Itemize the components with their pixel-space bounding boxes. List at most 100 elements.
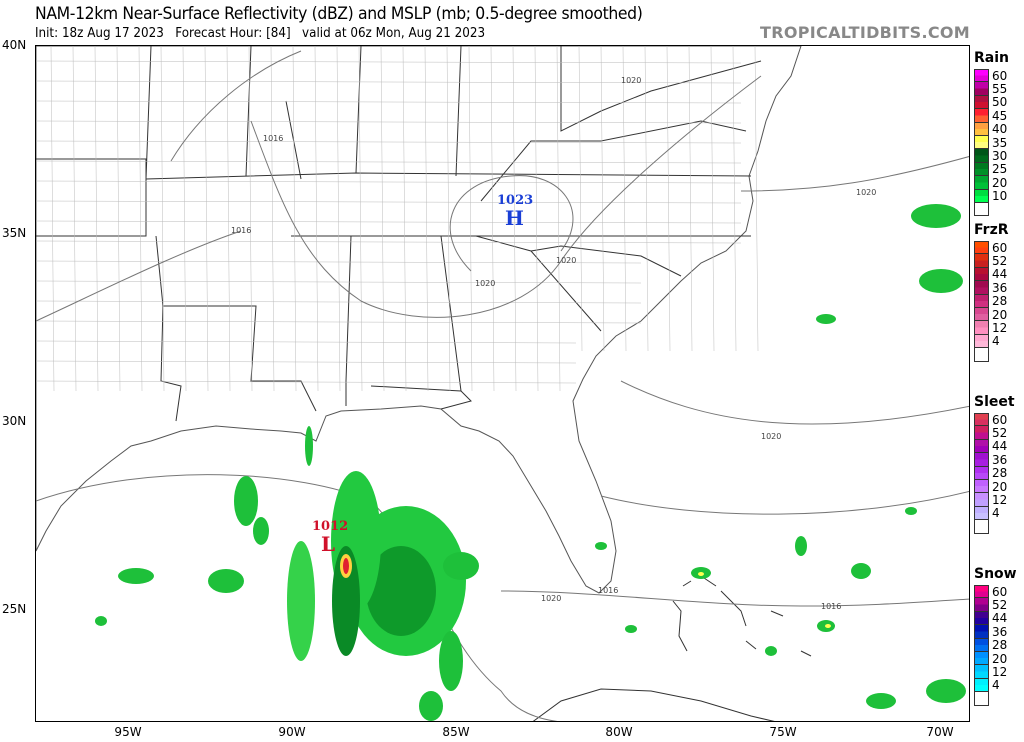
legend-swatch: [974, 95, 989, 110]
high-pressure-marker: H: [505, 206, 524, 230]
legend-row: 60: [972, 241, 1024, 255]
legend-row: 60: [972, 412, 1024, 427]
legend-swatch: [974, 678, 989, 693]
legend-row: 30: [972, 149, 1024, 163]
legend-label: 44: [992, 439, 1008, 454]
isobar-label: 1020: [541, 594, 561, 603]
legend-swatch: [974, 453, 989, 467]
legend-swatch: [974, 611, 989, 626]
legend-swatch: [974, 692, 989, 706]
legend-swatch: [974, 82, 989, 96]
legend-label: 20: [992, 479, 1008, 494]
legend-label: 10: [992, 189, 1008, 204]
map-canvas: 1020 1016 1016 1020 1020 1020 1020 1020 …: [36, 46, 969, 721]
legend-swatch: [974, 585, 989, 599]
legend-row: 28: [972, 466, 1024, 481]
legend-label: 12: [992, 493, 1008, 508]
legend-row: [972, 202, 1024, 217]
lon-label-80w: 80W: [605, 725, 633, 739]
legend-frzr: FrzR 60 52 44 36 28 20 12 4: [972, 222, 1024, 362]
legend-swatch: [974, 189, 989, 203]
legend-row: [972, 348, 1024, 362]
legend-row: 4: [972, 334, 1024, 348]
map-title: NAM-12km Near-Surface Reflectivity (dBZ)…: [35, 4, 643, 24]
watermark: TROPICALTIDBITS.COM: [760, 23, 970, 42]
legend-label: 52: [992, 598, 1008, 613]
isobar-label: 1016: [231, 226, 251, 235]
legend-swatch: [974, 651, 989, 666]
legend-label: 28: [992, 294, 1008, 309]
legend-label: 36: [992, 624, 1008, 639]
legend-row: 52: [972, 254, 1024, 268]
legend-swatch: [974, 439, 989, 454]
state-borders: [36, 46, 762, 422]
legend-swatch: [974, 307, 989, 322]
legend-label: 55: [992, 82, 1008, 97]
legend-label: 4: [992, 678, 1000, 693]
legend-row: 52: [972, 426, 1024, 441]
lat-label-25n: 25N: [2, 602, 27, 616]
legend-swatch: [974, 267, 989, 282]
isobar-label: 1020: [761, 432, 781, 441]
legend-label: 12: [992, 321, 1008, 336]
legend-swatch: [974, 149, 989, 163]
legend-label: 45: [992, 108, 1008, 123]
legend-rain: Rain 60 55 50 45 40 35 30 25 20 10: [972, 50, 1024, 217]
legend-label: 52: [992, 426, 1008, 441]
legend-snow: Snow 60 52 44 36 28 20 12 4: [972, 566, 1024, 706]
isobar-label: 1016: [263, 134, 283, 143]
legend-title: FrzR: [974, 222, 1009, 238]
legend-label: 28: [992, 466, 1008, 481]
legend-label: 35: [992, 135, 1008, 150]
legend-swatch: [974, 665, 989, 679]
legend-row: 10: [972, 189, 1024, 204]
legend-row: 4: [972, 678, 1024, 693]
legend-title: Snow: [974, 566, 1017, 582]
legend-swatch: [974, 426, 989, 440]
legend-row: 36: [972, 452, 1024, 467]
legend-row: 20: [972, 479, 1024, 494]
legend-swatch: [974, 254, 989, 268]
legend-row: 20: [972, 651, 1024, 666]
legend-label: 50: [992, 95, 1008, 110]
lon-label-95w: 95W: [114, 725, 142, 739]
legend-swatch: [974, 413, 989, 427]
lon-label-90w: 90W: [278, 725, 306, 739]
reflectivity-echoes: [95, 204, 966, 721]
lat-label-35n: 35N: [2, 226, 27, 240]
low-pressure-value: 1012: [312, 519, 349, 534]
legend-swatch: [974, 598, 989, 612]
legend-swatch: [974, 625, 989, 639]
legend-swatch: [974, 321, 989, 335]
legend-label: 28: [992, 638, 1008, 653]
legend-row: 60: [972, 585, 1024, 599]
legend-swatch: [974, 122, 989, 136]
legend-row: [972, 520, 1024, 534]
bahamas: [672, 575, 812, 657]
lat-label-30n: 30N: [2, 414, 27, 428]
legend-label: 36: [992, 452, 1008, 467]
legend-label: 44: [992, 611, 1008, 626]
legend-title: Rain: [974, 50, 1009, 66]
legend-row: 28: [972, 638, 1024, 653]
legend-swatch: [974, 493, 989, 507]
legend-title: Sleet: [974, 394, 1015, 410]
legend-row: 44: [972, 267, 1024, 282]
legend-swatch: [974, 479, 989, 494]
legend-sleet: Sleet 60 52 44 36 28 20 12 4: [972, 394, 1024, 534]
lat-label-40n: 40N: [2, 38, 27, 52]
legend-label: 60: [992, 68, 1008, 83]
legend-swatch: [974, 348, 989, 362]
legend-row: 36: [972, 281, 1024, 295]
legend-label: 60: [992, 412, 1008, 427]
isobar-label: 1020: [556, 256, 576, 265]
cuba: [532, 688, 775, 721]
legend-label: 44: [992, 267, 1008, 282]
legend-swatch: [974, 520, 989, 534]
legend-swatch: [974, 281, 989, 295]
legend-swatch: [974, 135, 989, 150]
legend-row: 20: [972, 307, 1024, 322]
legend-swatch: [974, 506, 989, 521]
legend-row: 28: [972, 294, 1024, 309]
legend-row: 12: [972, 493, 1024, 508]
